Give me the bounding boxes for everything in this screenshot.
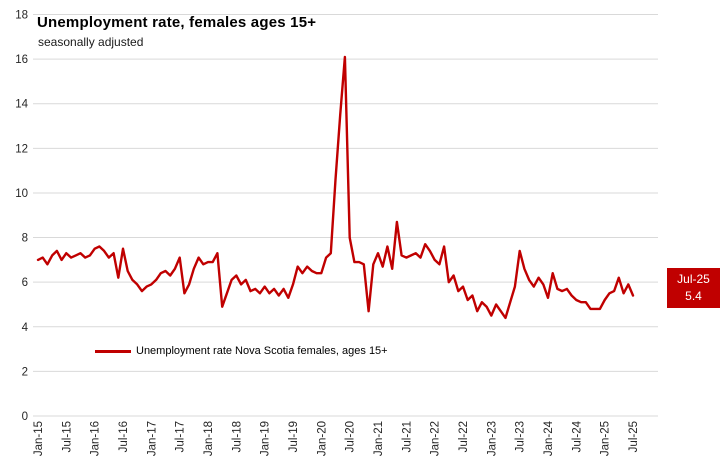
x-axis-tick-label: Jul-23	[515, 421, 527, 452]
y-axis-tick-label: 16	[15, 54, 28, 66]
x-axis-tick-label: Jan-25	[600, 421, 612, 456]
x-axis-tick-label: Jan-16	[90, 421, 102, 456]
x-axis-tick-label: Jul-19	[288, 421, 300, 452]
latest-value-number: 5.4	[685, 289, 702, 303]
x-axis-tick-label: Jan-23	[486, 421, 498, 456]
x-axis-tick-label: Jan-19	[260, 421, 272, 456]
y-axis-tick-label: 14	[15, 99, 28, 111]
legend-label: Unemployment rate Nova Scotia females, a…	[136, 345, 388, 357]
y-axis-tick-label: 2	[22, 366, 28, 378]
latest-value-date: Jul-25	[677, 272, 710, 286]
y-axis-tick-label: 6	[22, 277, 28, 289]
x-axis-tick-label: Jan-22	[430, 421, 442, 456]
y-axis-tick-label: 18	[15, 10, 28, 22]
x-axis-tick-label: Jan-18	[203, 421, 215, 456]
chart-subtitle: seasonally adjusted	[38, 35, 144, 49]
x-axis-tick-label: Jan-17	[146, 421, 158, 456]
x-axis-tick-label: Jul-20	[345, 421, 357, 452]
unemployment-rate-line	[36, 55, 635, 320]
x-axis-tick-label: Jan-20	[316, 421, 328, 456]
y-axis-tick-label: 0	[22, 411, 28, 423]
x-axis-tick-label: Jan-15	[33, 421, 45, 456]
x-axis-tick-label: Jan-24	[543, 420, 555, 456]
y-axis-tick-label: 10	[15, 188, 28, 200]
y-axis-tick-label: 8	[22, 233, 28, 245]
chart-title: Unemployment rate, females ages 15+	[37, 14, 317, 31]
x-axis-tick-label: Jul-18	[231, 421, 243, 452]
x-axis-tick-label: Jul-25	[628, 421, 640, 452]
legend: Unemployment rate Nova Scotia females, a…	[95, 344, 388, 358]
x-axis-tick-label: Jul-16	[118, 421, 130, 452]
y-axis-tick-label: 12	[15, 143, 28, 155]
x-axis-tick-label: Jul-21	[401, 421, 413, 452]
legend-line-swatch	[95, 349, 131, 353]
y-axis-tick-label: 4	[22, 322, 29, 334]
x-axis-tick-label: Jul-22	[458, 421, 470, 452]
x-axis-tick-label: Jul-17	[175, 421, 187, 452]
x-axis-tick-label: Jul-15	[61, 421, 73, 452]
x-axis-tick-label: Jul-24	[571, 420, 583, 452]
latest-value-badge: Jul-25 5.4	[667, 268, 720, 308]
x-axis-tick-label: Jan-21	[373, 421, 385, 456]
